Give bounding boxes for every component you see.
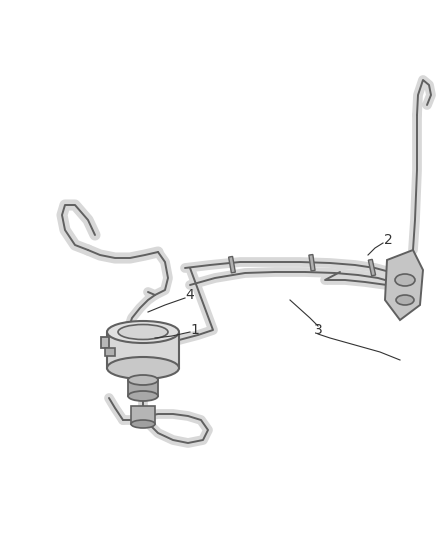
Polygon shape	[385, 250, 423, 320]
Ellipse shape	[396, 295, 414, 305]
Text: 3: 3	[314, 323, 322, 337]
Ellipse shape	[128, 391, 158, 401]
Text: 1: 1	[191, 323, 199, 337]
Ellipse shape	[395, 274, 415, 286]
Polygon shape	[101, 337, 109, 348]
Ellipse shape	[128, 375, 158, 385]
Polygon shape	[131, 406, 155, 424]
Polygon shape	[107, 332, 179, 368]
Polygon shape	[368, 260, 375, 276]
Ellipse shape	[107, 357, 179, 379]
Polygon shape	[309, 255, 315, 271]
Polygon shape	[229, 256, 235, 273]
Ellipse shape	[118, 325, 168, 340]
Ellipse shape	[107, 321, 179, 343]
Text: 2: 2	[384, 233, 392, 247]
Polygon shape	[105, 348, 115, 356]
Polygon shape	[128, 380, 158, 396]
Text: 4: 4	[186, 288, 194, 302]
Ellipse shape	[131, 420, 155, 428]
